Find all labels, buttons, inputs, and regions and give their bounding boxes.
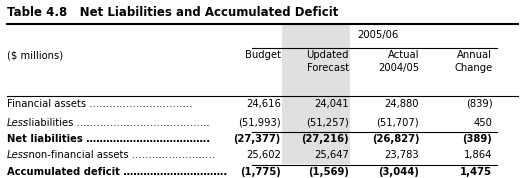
Text: Annual
Change: Annual Change bbox=[454, 50, 492, 72]
FancyBboxPatch shape bbox=[282, 25, 350, 164]
Text: Financial assets ………………………….: Financial assets …………………………. bbox=[7, 99, 192, 109]
Text: 25,602: 25,602 bbox=[246, 150, 281, 160]
Text: Less: Less bbox=[7, 150, 29, 160]
Text: 1,864: 1,864 bbox=[464, 150, 492, 160]
Text: 24,616: 24,616 bbox=[246, 99, 281, 109]
Text: Table 4.8   Net Liabilities and Accumulated Deficit: Table 4.8 Net Liabilities and Accumulate… bbox=[7, 6, 338, 19]
Text: 24,041: 24,041 bbox=[314, 99, 349, 109]
Text: (51,257): (51,257) bbox=[306, 117, 349, 128]
Text: (27,377): (27,377) bbox=[234, 134, 281, 144]
Text: Less: Less bbox=[7, 117, 29, 128]
Text: Updated
Forecast: Updated Forecast bbox=[306, 50, 349, 72]
Text: (839): (839) bbox=[466, 99, 492, 109]
Text: 25,647: 25,647 bbox=[314, 150, 349, 160]
Text: (51,707): (51,707) bbox=[376, 117, 419, 128]
Text: (51,993): (51,993) bbox=[238, 117, 281, 128]
Text: (1,569): (1,569) bbox=[308, 167, 349, 177]
Text: Net liabilities ……………………………….: Net liabilities ………………………………. bbox=[7, 134, 209, 144]
Text: 450: 450 bbox=[474, 117, 492, 128]
Text: 1,475: 1,475 bbox=[460, 167, 492, 177]
Text: Actual
2004/05: Actual 2004/05 bbox=[378, 50, 419, 72]
Text: (26,827): (26,827) bbox=[372, 134, 419, 144]
Text: Budget: Budget bbox=[245, 50, 281, 60]
Text: Accumulated deficit ………………………….: Accumulated deficit …………………………. bbox=[7, 167, 227, 177]
Text: (389): (389) bbox=[463, 134, 492, 144]
Text: 2005/06: 2005/06 bbox=[357, 30, 398, 40]
Text: ($ millions): ($ millions) bbox=[7, 50, 62, 60]
Text: : non-financial assets …………………….: : non-financial assets ……………………. bbox=[19, 150, 215, 160]
Text: (1,775): (1,775) bbox=[240, 167, 281, 177]
Text: (27,216): (27,216) bbox=[301, 134, 349, 144]
Text: : liabilities ………………………………….: : liabilities …………………………………. bbox=[19, 117, 209, 128]
Text: 23,783: 23,783 bbox=[384, 150, 419, 160]
Text: 24,880: 24,880 bbox=[385, 99, 419, 109]
Text: (3,044): (3,044) bbox=[379, 167, 419, 177]
